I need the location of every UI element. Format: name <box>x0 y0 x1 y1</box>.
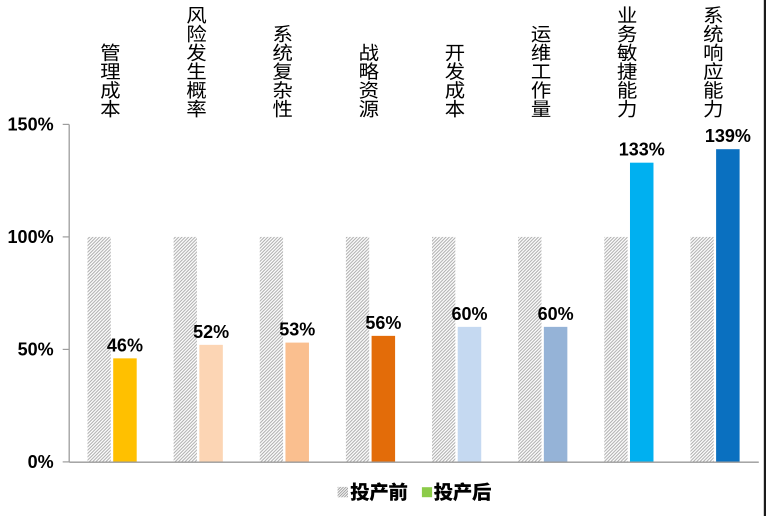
svg-text:60%: 60% <box>451 304 487 324</box>
svg-text:139%: 139% <box>705 126 751 146</box>
svg-text:100%: 100% <box>8 227 54 247</box>
svg-text:133%: 133% <box>619 140 665 160</box>
svg-text:50%: 50% <box>18 339 54 359</box>
svg-text:56%: 56% <box>365 313 401 333</box>
svg-text:0%: 0% <box>28 452 54 472</box>
svg-text:52%: 52% <box>193 322 229 342</box>
svg-text:53%: 53% <box>279 320 315 340</box>
svg-text:46%: 46% <box>107 335 143 355</box>
svg-text:60%: 60% <box>538 304 574 324</box>
svg-text:150%: 150% <box>8 114 54 134</box>
